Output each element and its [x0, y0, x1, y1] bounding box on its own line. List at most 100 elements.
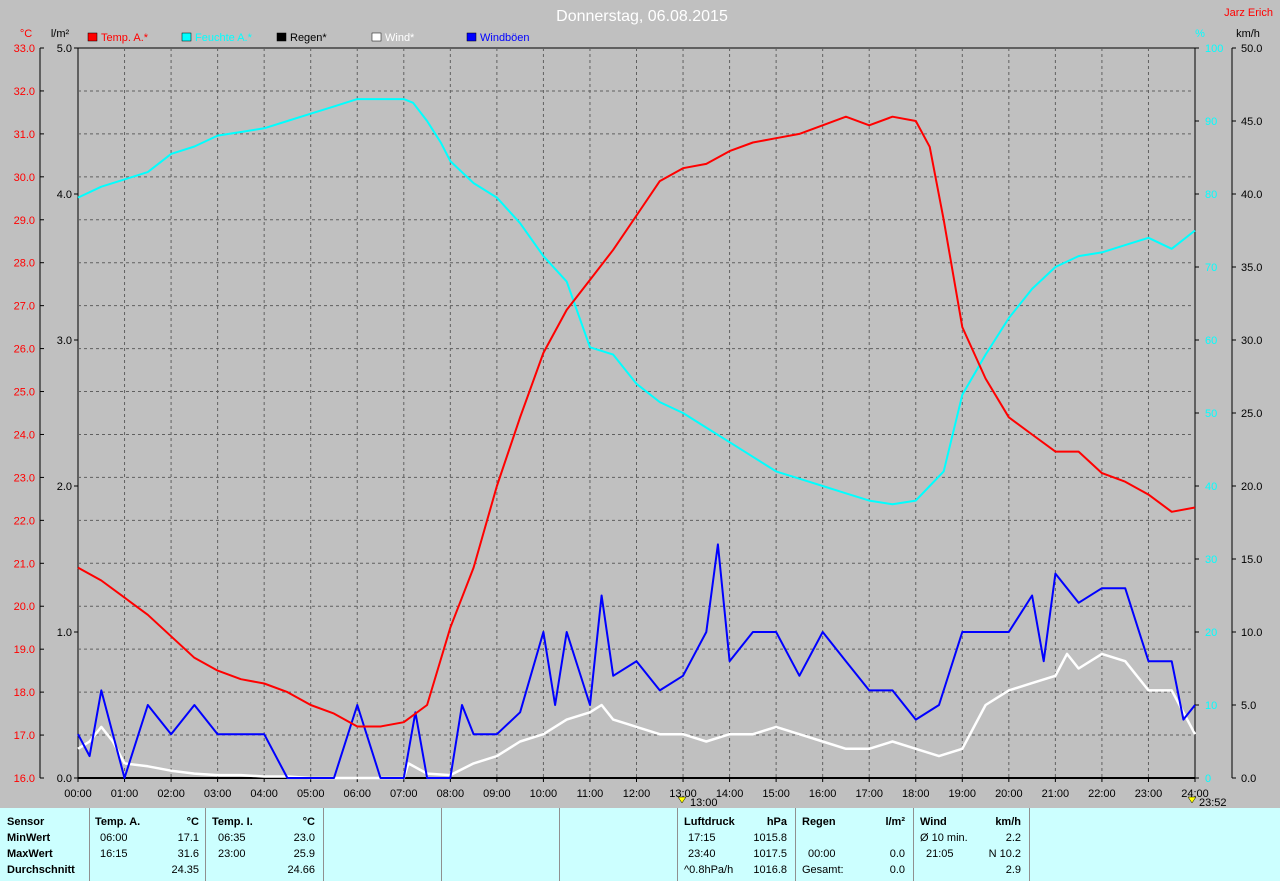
sensor-title: Sensor	[7, 816, 45, 828]
pressure-max-time: 23:40	[688, 848, 716, 860]
pressure-trend: ^0.8hPa/h	[684, 864, 734, 876]
hum-tick-label: 80	[1205, 189, 1217, 201]
wind-tick-label: 0.0	[1241, 773, 1256, 785]
wind-tick-label: 40.0	[1241, 189, 1262, 201]
rain-total-label: Gesamt:	[802, 864, 844, 876]
wind-tick-label: 15.0	[1241, 554, 1262, 566]
temp-unit-label: °C	[20, 28, 32, 40]
temp-tick-label: 22.0	[14, 515, 35, 527]
temp-a-unit: °C	[186, 816, 199, 828]
temp-tick-label: 17.0	[14, 730, 35, 742]
wind-unit-label: km/h	[1236, 28, 1260, 40]
rain-max-value: 0.0	[889, 848, 905, 860]
marker-right-label: 23:52	[1199, 797, 1227, 808]
hum-tick-label: 100	[1205, 43, 1223, 55]
wind-max-time: 21:05	[926, 848, 954, 860]
pressure-min-time: 17:15	[688, 832, 716, 844]
temp-axis: 33.0 32.0 31.0 30.0 29.0 28.0 27.0 26.0 25.0 24.0…	[14, 43, 44, 785]
wind-tick-label: 10.0	[1241, 627, 1262, 639]
hum-tick-label: 50	[1205, 408, 1217, 420]
time-tick-label: 18:00	[902, 788, 930, 800]
pressure-unit: hPa	[766, 816, 787, 828]
rain-tick-label: 2.0	[57, 481, 72, 493]
gust-series-line	[77, 543, 1196, 779]
time-tick-label: 20:00	[995, 788, 1023, 800]
time-tick-label: 00:00	[64, 788, 92, 800]
legend-swatch	[276, 32, 287, 42]
chart-title: Donnerstag, 06.08.2015	[556, 8, 728, 25]
time-tick-label: 17:00	[855, 788, 883, 800]
wind-unit: km/h	[995, 816, 1021, 828]
marker-left-label: 13:00	[690, 797, 718, 808]
wind-tick-label: 25.0	[1241, 408, 1262, 420]
rain-tick-label: 4.0	[57, 189, 72, 201]
time-tick-label: 10:00	[530, 788, 558, 800]
legend-label: Regen*	[290, 32, 327, 44]
hum-tick-label: 90	[1205, 116, 1217, 128]
temp-a-max-value: 31.6	[177, 848, 199, 860]
time-tick-label: 19:00	[949, 788, 977, 800]
stats-empty-2	[442, 808, 560, 881]
wind-tick-label: 50.0	[1241, 43, 1262, 55]
time-tick-label: 22:00	[1088, 788, 1116, 800]
time-tick-label: 04:00	[250, 788, 278, 800]
pressure-max-value: 1017.5	[753, 848, 787, 860]
temp-i-title: Temp. I.	[212, 816, 253, 828]
legend-swatch	[371, 32, 382, 42]
time-tick-label: 08:00	[437, 788, 465, 800]
temp-i-avg-value: 24.66	[287, 864, 315, 876]
hum-tick-label: 40	[1205, 481, 1217, 493]
sensor-row-max: MaxWert	[7, 848, 53, 860]
rain-tick-label: 0.0	[57, 773, 72, 785]
temp-a-avg-value: 24.35	[171, 864, 199, 876]
legend-label: Feuchte A.*	[195, 32, 253, 44]
temp-tick-label: 29.0	[14, 215, 35, 227]
temp-a-title: Temp. A.	[95, 816, 141, 828]
temp-i-max-value: 25.9	[293, 848, 315, 860]
stats-sensor: Sensor MinWert MaxWert Durchschnitt	[0, 808, 90, 881]
time-tick-label: 02:00	[157, 788, 185, 800]
time-tick-label: 07:00	[390, 788, 418, 800]
wind-avg10-label: Ø 10 min.	[920, 832, 968, 844]
legend: Temp. A.* Feuchte A.* Regen* Wind* Windböen	[87, 32, 530, 44]
temp-tick-label: 30.0	[14, 172, 35, 184]
legend-swatch	[181, 32, 192, 42]
wind-tick-label: 45.0	[1241, 116, 1262, 128]
legend-swatch	[466, 32, 477, 42]
stats-rain: Regen l/m² 00:00 0.0 Gesamt: 0.0	[796, 808, 914, 881]
temp-i-min-value: 23.0	[293, 832, 315, 844]
temp-tick-label: 32.0	[14, 86, 35, 98]
temp-i-min-time: 06:35	[218, 832, 246, 844]
temp-tick-label: 33.0	[14, 43, 35, 55]
temp-tick-label: 31.0	[14, 129, 35, 141]
time-tick-label: 14:00	[716, 788, 744, 800]
wind-tick-label: 35.0	[1241, 262, 1262, 274]
hum-tick-label: 30	[1205, 554, 1217, 566]
stats-pressure: Luftdruck hPa 17:15 1015.8 23:40 1017.5 …	[678, 808, 796, 881]
stats-empty-3	[560, 808, 678, 881]
rain-unit: l/m²	[885, 816, 905, 828]
rain-title: Regen	[802, 816, 836, 828]
rain-unit-label: l/m²	[51, 28, 70, 40]
time-tick-label: 15:00	[762, 788, 790, 800]
grid	[78, 48, 1195, 778]
pressure-avg-value: 1016.8	[753, 864, 787, 876]
temp-tick-label: 16.0	[14, 773, 35, 785]
time-tick-label: 12:00	[623, 788, 651, 800]
hum-tick-label: 20	[1205, 627, 1217, 639]
stats-temp-i: Temp. I. °C 06:35 23.0 23:00 25.9 24.66	[206, 808, 324, 881]
rain-tick-label: 5.0	[57, 43, 72, 55]
rain-axis: 5.0 4.0 3.0 2.0 1.0 0.0	[57, 43, 78, 785]
marker-left-icon	[677, 796, 687, 804]
stats-empty-1	[324, 808, 442, 881]
time-tick-label: 23:00	[1135, 788, 1163, 800]
time-tick-label: 13:00	[669, 788, 697, 800]
time-tick-label: 01:00	[111, 788, 139, 800]
hum-tick-label: 0	[1205, 773, 1211, 785]
temp-a-min-value: 17.1	[177, 832, 199, 844]
marker-right-icon	[1187, 796, 1197, 804]
temp-a-max-time: 16:15	[100, 848, 128, 860]
wind-series-line	[77, 652, 1197, 780]
time-tick-label: 21:00	[1042, 788, 1070, 800]
